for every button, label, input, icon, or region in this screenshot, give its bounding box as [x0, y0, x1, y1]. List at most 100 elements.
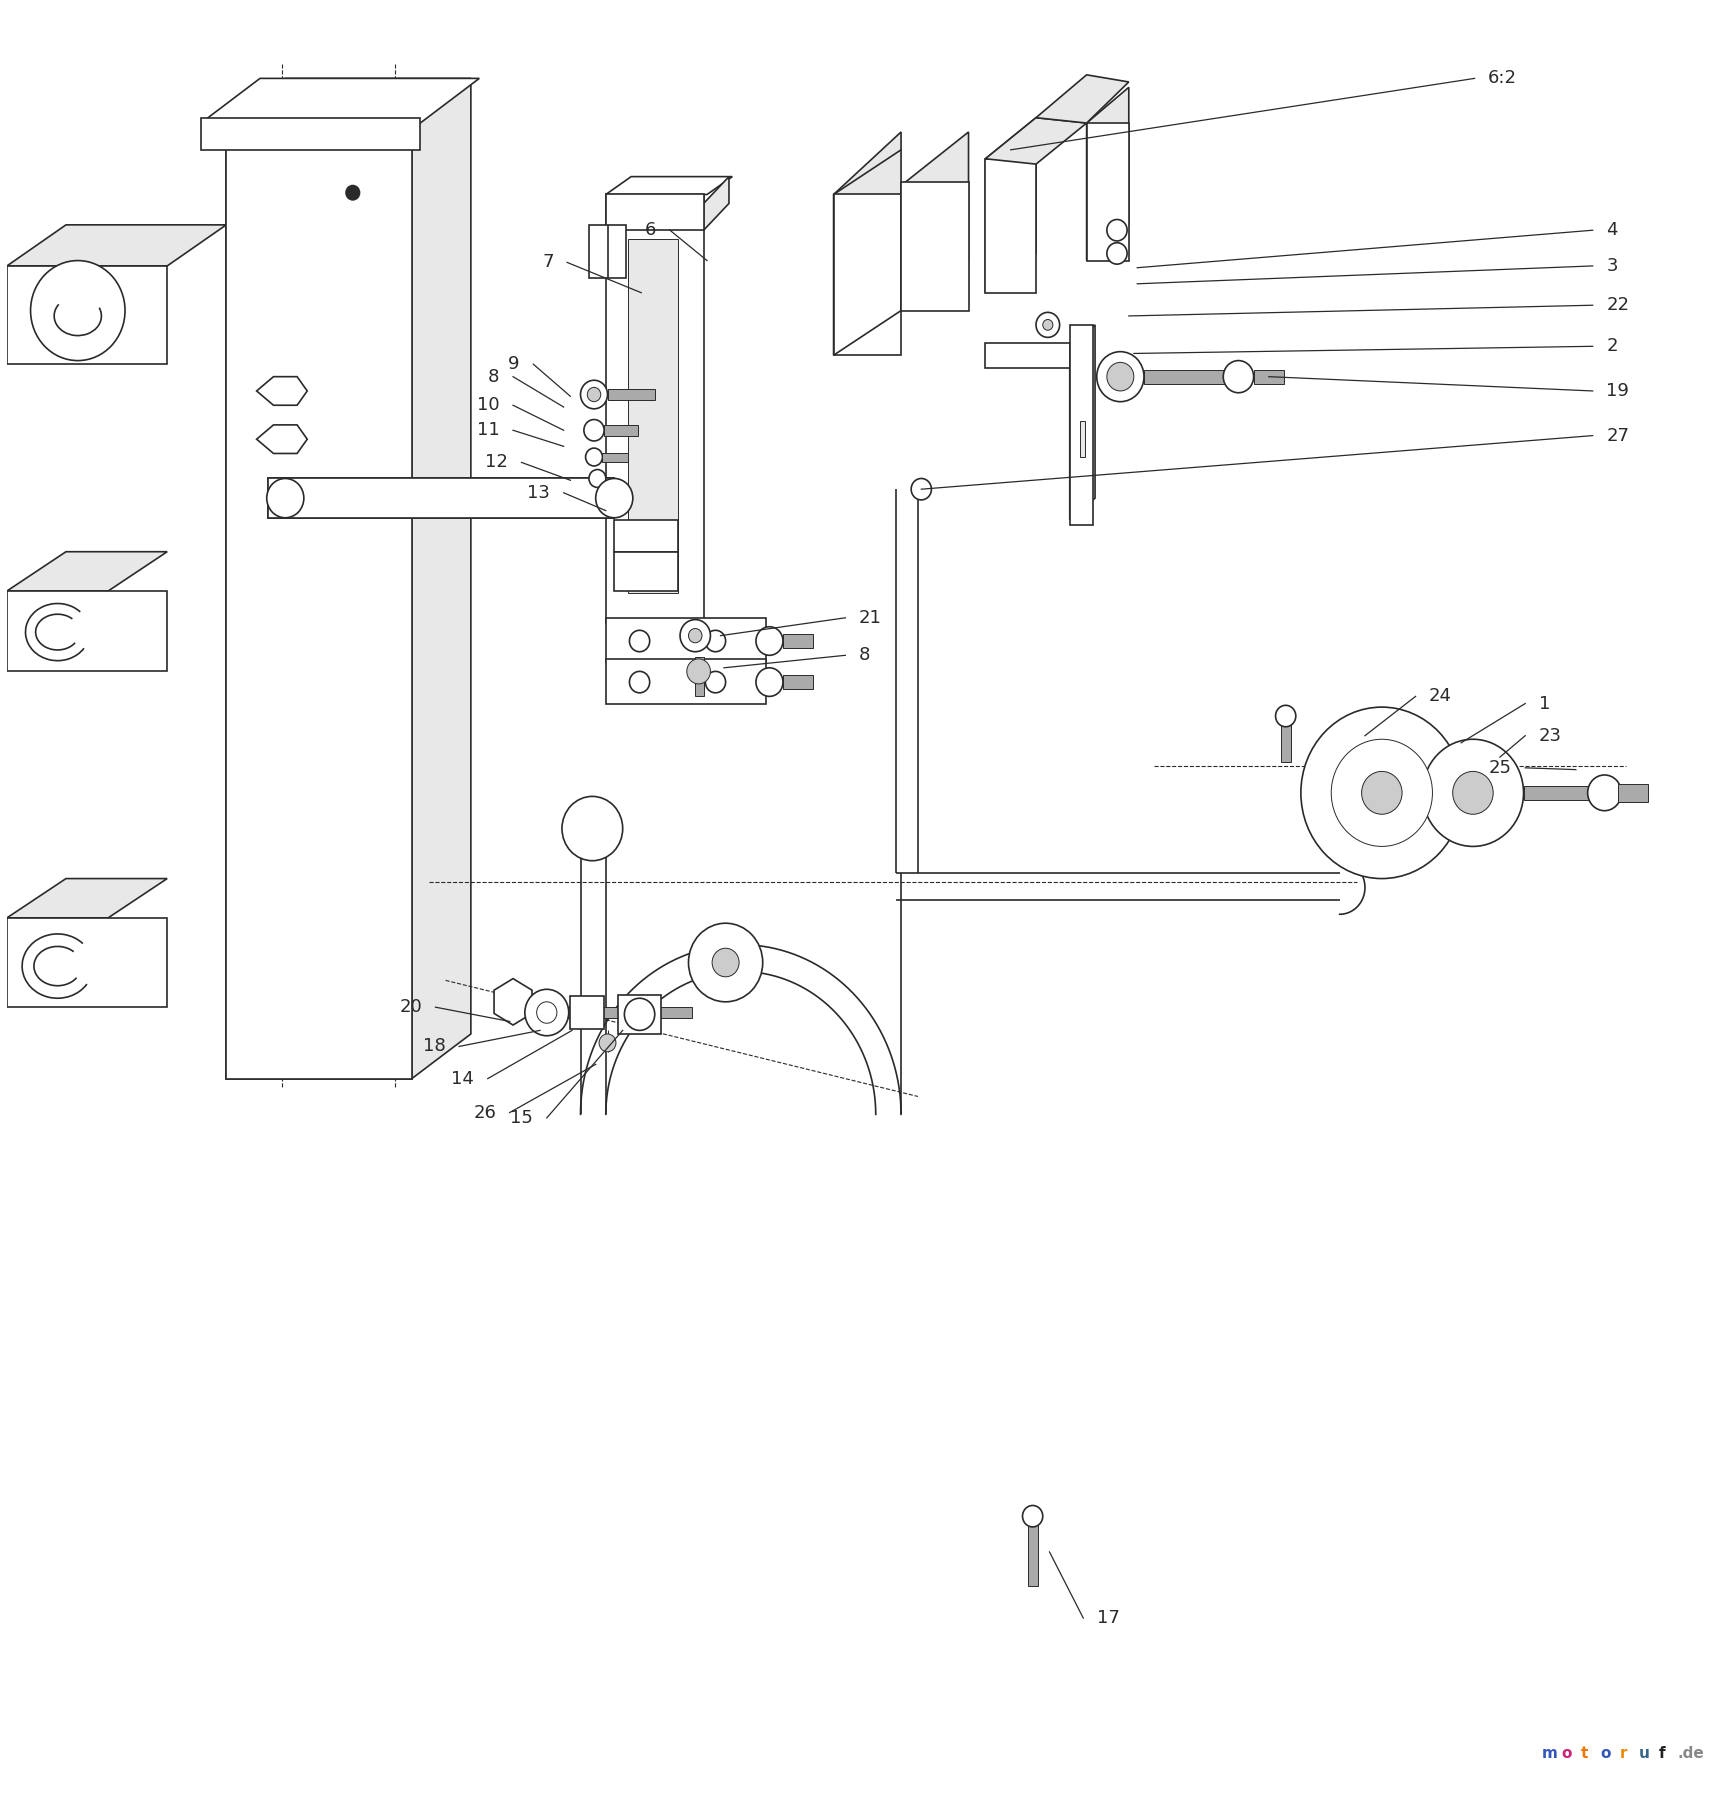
Text: .de: .de	[1676, 1746, 1704, 1760]
Circle shape	[1106, 362, 1133, 391]
Text: 23: 23	[1537, 727, 1561, 745]
Text: 8: 8	[859, 646, 869, 664]
Bar	[783, 634, 812, 648]
Bar	[614, 520, 679, 553]
Text: 12: 12	[485, 454, 507, 472]
Circle shape	[687, 923, 763, 1003]
Bar	[605, 617, 766, 662]
Polygon shape	[257, 425, 307, 454]
Text: 6:2: 6:2	[1488, 70, 1517, 88]
Bar	[694, 657, 703, 697]
Polygon shape	[7, 225, 226, 266]
Text: f: f	[1657, 1746, 1664, 1760]
Circle shape	[588, 470, 605, 488]
Circle shape	[756, 668, 783, 697]
Text: 24: 24	[1428, 688, 1452, 706]
Circle shape	[1222, 360, 1253, 392]
Bar	[605, 194, 703, 623]
Circle shape	[267, 479, 303, 518]
Text: m: m	[1541, 1746, 1556, 1760]
Circle shape	[1421, 740, 1522, 846]
Bar	[617, 995, 662, 1033]
Circle shape	[1361, 772, 1402, 814]
Bar	[833, 194, 900, 355]
Text: u: u	[1639, 1746, 1649, 1760]
Text: o: o	[1560, 1746, 1572, 1760]
Bar	[1070, 324, 1094, 526]
Circle shape	[629, 630, 650, 652]
Text: t: t	[1580, 1746, 1587, 1760]
Circle shape	[1095, 351, 1143, 401]
Bar	[986, 342, 1070, 367]
Text: 7: 7	[542, 254, 554, 272]
Polygon shape	[1035, 76, 1128, 122]
Text: 19: 19	[1606, 382, 1628, 400]
Polygon shape	[226, 79, 471, 122]
Bar	[605, 194, 703, 230]
Text: 4: 4	[1606, 221, 1616, 239]
Bar	[605, 659, 766, 704]
Circle shape	[704, 630, 725, 652]
Circle shape	[536, 1003, 557, 1022]
Text: 18: 18	[423, 1037, 446, 1055]
Text: 3: 3	[1606, 257, 1616, 275]
Text: 22: 22	[1606, 297, 1628, 315]
Circle shape	[686, 659, 710, 684]
Circle shape	[595, 479, 632, 518]
Text: 6: 6	[644, 221, 656, 239]
Text: 2: 2	[1606, 337, 1616, 355]
Bar	[7, 590, 166, 671]
Bar	[226, 122, 411, 1078]
Circle shape	[346, 185, 360, 200]
Bar	[588, 225, 626, 279]
Circle shape	[1587, 776, 1620, 810]
Bar	[269, 479, 614, 518]
Circle shape	[562, 796, 622, 860]
Polygon shape	[833, 131, 900, 355]
Text: 27: 27	[1606, 427, 1628, 445]
Bar	[783, 675, 812, 689]
Bar	[7, 918, 166, 1008]
Bar	[1087, 122, 1128, 261]
Bar	[269, 479, 614, 518]
Circle shape	[687, 628, 701, 643]
Text: r: r	[1618, 1746, 1627, 1760]
Bar	[1522, 785, 1615, 799]
Circle shape	[598, 1033, 615, 1051]
Polygon shape	[1070, 324, 1095, 520]
Text: 8: 8	[488, 367, 499, 385]
Text: 21: 21	[859, 608, 881, 626]
Polygon shape	[411, 79, 471, 1078]
Bar	[1253, 369, 1284, 383]
Bar	[986, 158, 1035, 293]
Bar	[627, 239, 679, 592]
Circle shape	[680, 619, 710, 652]
Polygon shape	[605, 176, 732, 194]
Circle shape	[1452, 772, 1493, 814]
Polygon shape	[1087, 88, 1128, 261]
Circle shape	[629, 671, 650, 693]
Bar	[201, 117, 420, 149]
Text: 25: 25	[1488, 760, 1510, 778]
Circle shape	[586, 387, 600, 401]
Text: 10: 10	[476, 396, 499, 414]
Text: 17: 17	[1095, 1609, 1119, 1627]
Bar	[1027, 1514, 1037, 1586]
Circle shape	[1022, 1505, 1042, 1526]
Circle shape	[1106, 220, 1126, 241]
Circle shape	[1301, 707, 1462, 878]
Polygon shape	[986, 117, 1035, 293]
Bar	[603, 425, 638, 436]
Text: 26: 26	[473, 1103, 495, 1121]
Circle shape	[1275, 706, 1296, 727]
Bar	[1616, 785, 1647, 801]
Text: o: o	[1599, 1746, 1609, 1760]
Circle shape	[1035, 313, 1059, 337]
Circle shape	[704, 671, 725, 693]
Circle shape	[711, 949, 739, 977]
Bar	[900, 182, 968, 311]
Circle shape	[579, 380, 607, 409]
Circle shape	[910, 479, 931, 500]
Circle shape	[756, 626, 783, 655]
Bar	[571, 997, 603, 1028]
